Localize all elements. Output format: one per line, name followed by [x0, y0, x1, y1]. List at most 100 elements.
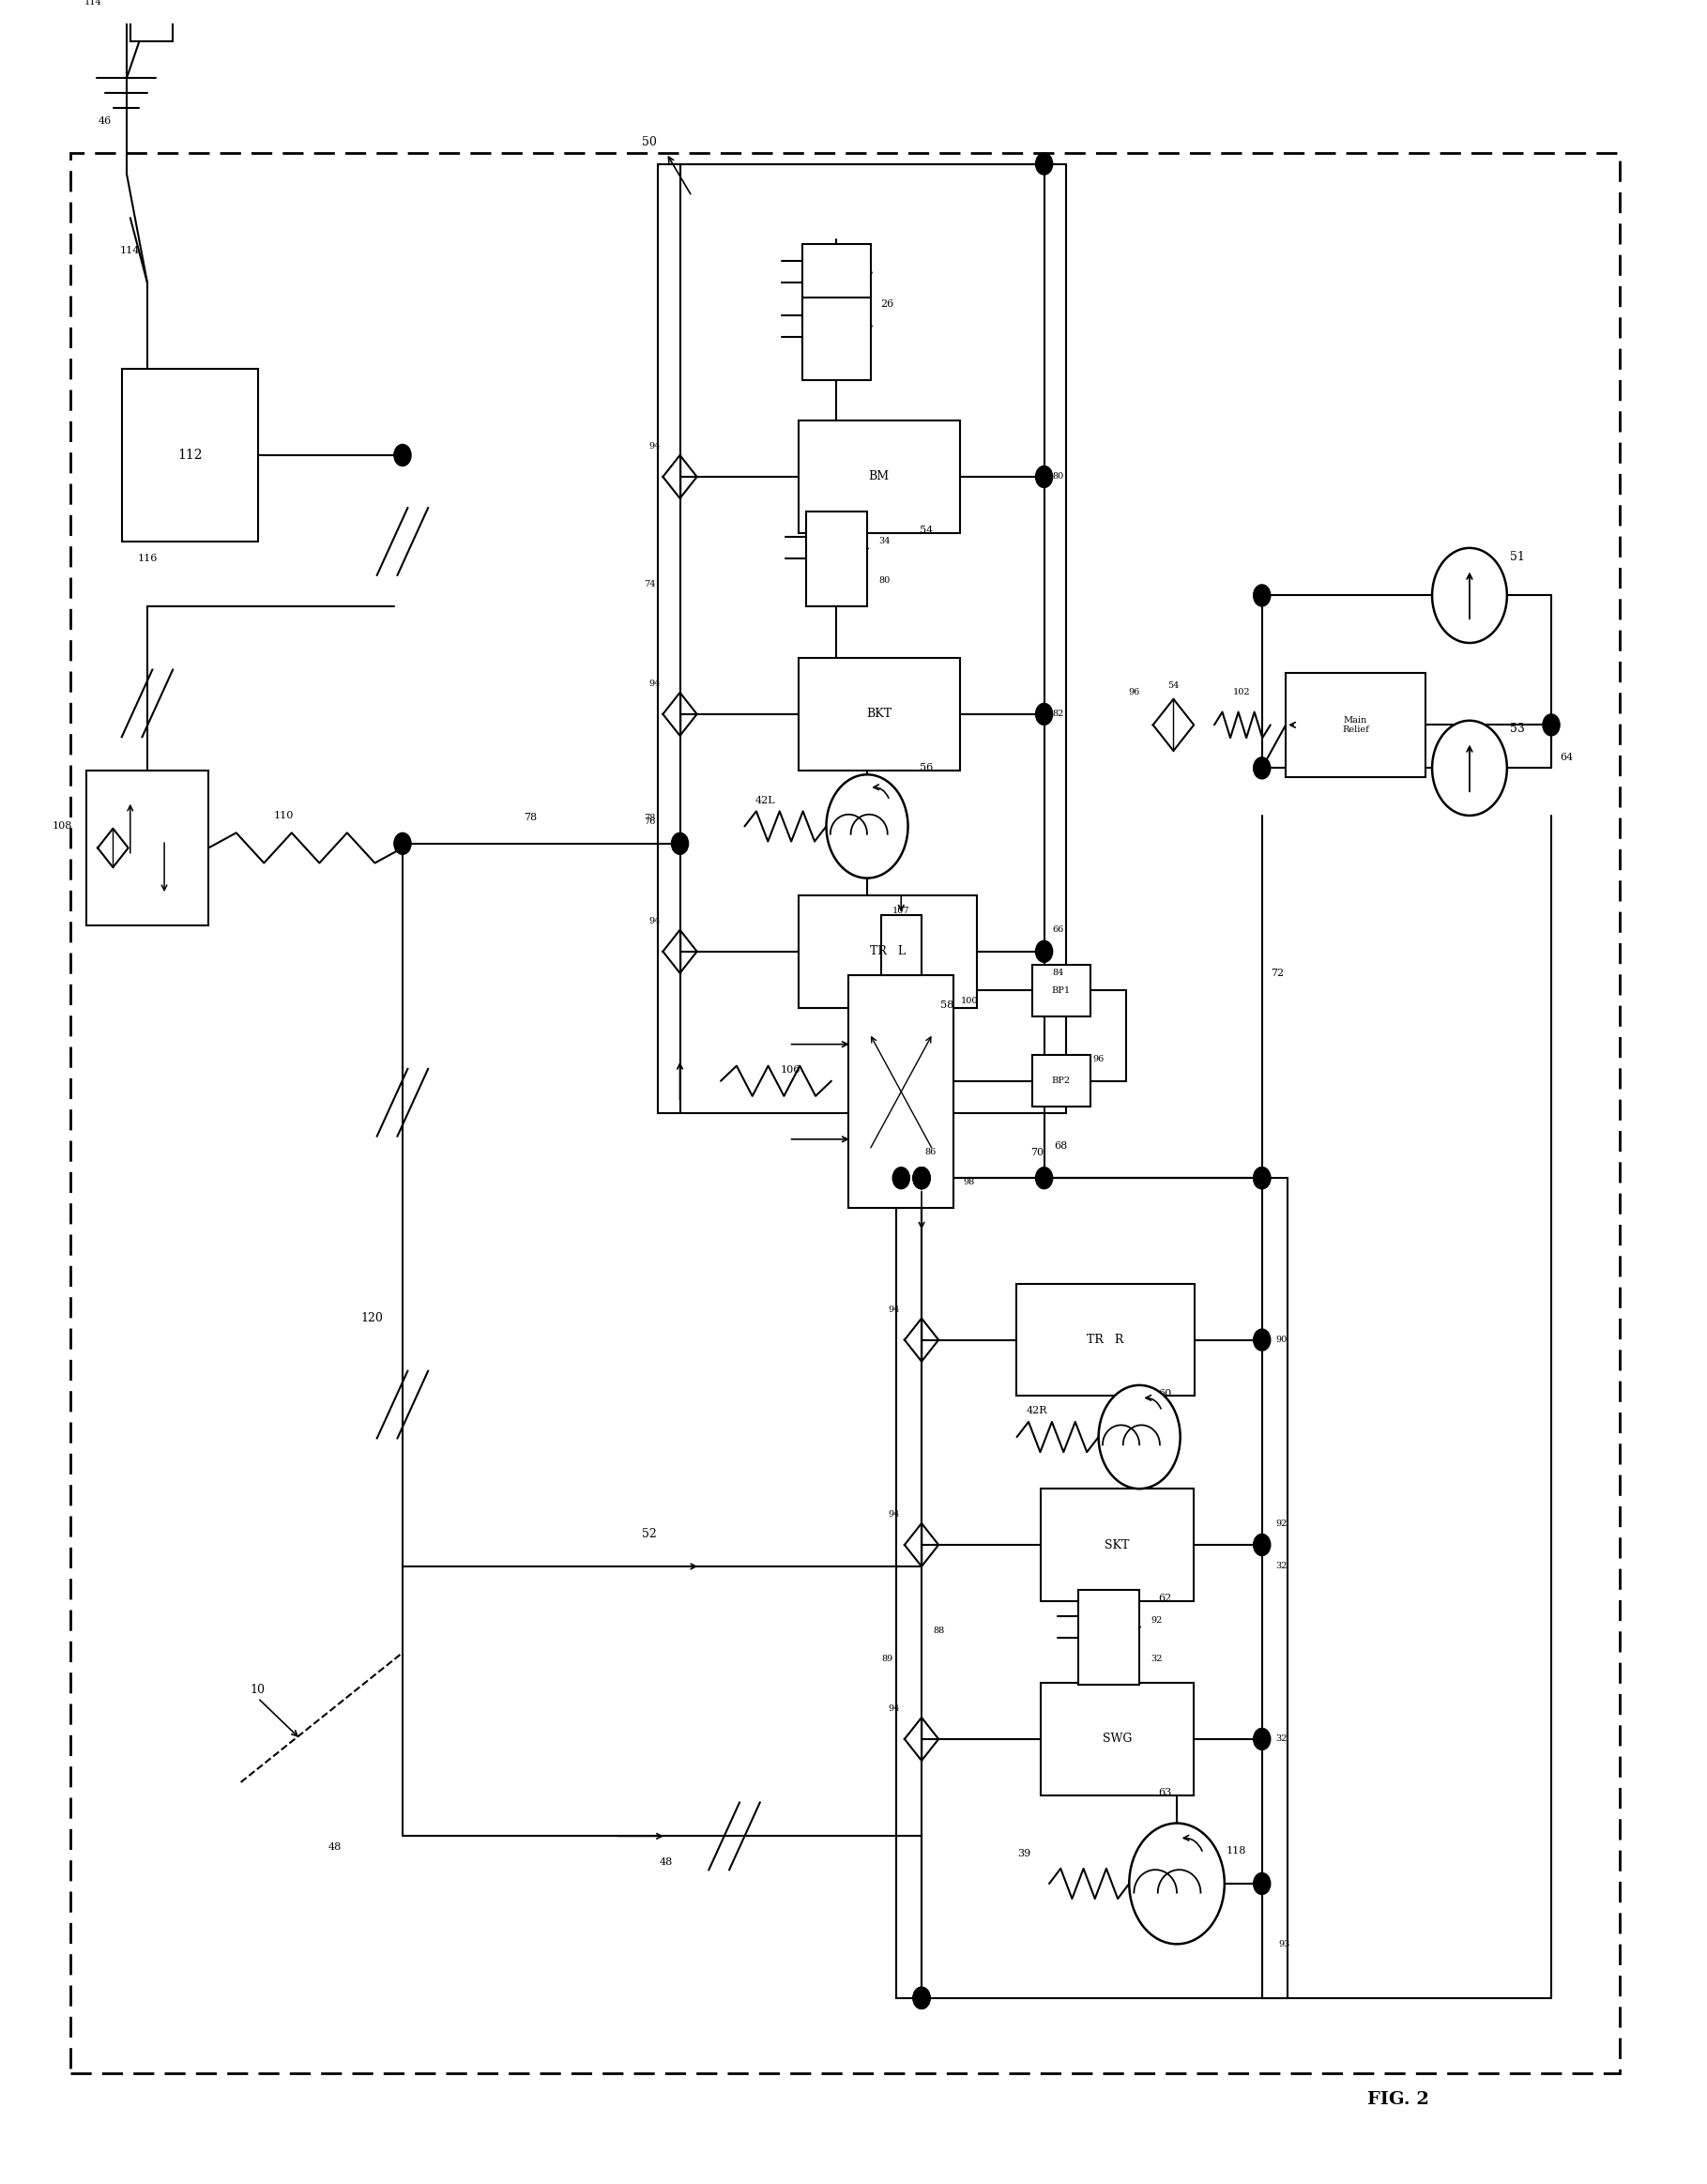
Text: 48: 48 — [328, 1843, 341, 1852]
Circle shape — [671, 832, 688, 854]
Text: 63: 63 — [1159, 1789, 1171, 1797]
Circle shape — [394, 832, 411, 854]
Circle shape — [1036, 153, 1053, 175]
Bar — [1285, 673, 1425, 778]
Text: 86: 86 — [923, 1149, 935, 1155]
Bar — [806, 511, 867, 607]
Circle shape — [1543, 714, 1560, 736]
Circle shape — [1432, 548, 1507, 642]
Text: 93: 93 — [1279, 1939, 1290, 1948]
Text: 53: 53 — [1509, 723, 1524, 736]
Text: SKT: SKT — [1104, 1540, 1130, 1551]
Text: 114: 114 — [119, 245, 140, 256]
Text: TR   R: TR R — [1087, 1334, 1123, 1345]
Text: 82: 82 — [1053, 710, 1063, 719]
Bar — [896, 1177, 1287, 1998]
Bar — [1041, 1489, 1193, 1601]
Text: 88: 88 — [932, 1627, 944, 1636]
Circle shape — [1099, 1385, 1180, 1489]
Text: BM: BM — [869, 472, 889, 483]
Circle shape — [1130, 1824, 1224, 1944]
Bar — [121, 369, 258, 542]
Text: 42R: 42R — [1026, 1406, 1048, 1415]
Text: 34: 34 — [879, 537, 889, 546]
Text: 78: 78 — [524, 812, 536, 823]
Text: 76: 76 — [644, 817, 655, 826]
Text: 70: 70 — [1031, 1147, 1045, 1158]
Circle shape — [1253, 1728, 1270, 1749]
Text: 94: 94 — [889, 1706, 900, 1712]
Text: 116: 116 — [137, 555, 157, 563]
Text: 26: 26 — [881, 299, 894, 308]
Text: 114: 114 — [84, 0, 102, 7]
Bar — [881, 915, 922, 976]
Text: SWG: SWG — [1103, 1732, 1132, 1745]
Text: 51: 51 — [1509, 550, 1524, 563]
Circle shape — [1253, 1533, 1270, 1555]
Bar — [1033, 1055, 1091, 1107]
Text: FIG. 2: FIG. 2 — [1367, 2090, 1429, 2108]
Bar — [848, 976, 954, 1208]
Text: 48: 48 — [659, 1856, 673, 1867]
Circle shape — [826, 775, 908, 878]
Text: BP1: BP1 — [1052, 987, 1070, 994]
Text: 72: 72 — [1270, 968, 1284, 978]
Text: 107: 107 — [893, 906, 910, 915]
Text: 42L: 42L — [754, 795, 775, 806]
Bar — [1041, 1684, 1193, 1795]
Text: 66: 66 — [1053, 926, 1063, 935]
Circle shape — [893, 1166, 910, 1188]
Circle shape — [1036, 465, 1053, 487]
Text: 32: 32 — [1275, 1562, 1287, 1570]
Text: 54: 54 — [1168, 681, 1180, 690]
Text: Main
Relief: Main Relief — [1342, 716, 1369, 734]
Text: 32: 32 — [1151, 1655, 1162, 1664]
Text: 50: 50 — [642, 135, 657, 149]
Text: 64: 64 — [1560, 753, 1574, 762]
Bar — [70, 153, 1620, 2073]
Text: 108: 108 — [53, 821, 72, 832]
Circle shape — [913, 1166, 930, 1188]
Text: 89: 89 — [883, 1655, 893, 1664]
Circle shape — [1036, 941, 1053, 963]
Circle shape — [1253, 585, 1270, 607]
Text: 52: 52 — [642, 1529, 657, 1540]
Bar — [799, 657, 959, 771]
Circle shape — [1253, 1166, 1270, 1188]
Text: 98: 98 — [963, 1177, 975, 1186]
Circle shape — [1036, 1166, 1053, 1188]
Text: 58: 58 — [941, 1000, 954, 1011]
Text: BP2: BP2 — [1052, 1077, 1070, 1085]
Text: 94: 94 — [649, 443, 661, 450]
Text: 96: 96 — [1092, 1055, 1104, 1064]
Text: 80: 80 — [1053, 472, 1063, 480]
Circle shape — [1253, 1166, 1270, 1188]
Text: 94: 94 — [889, 1306, 900, 1315]
Text: 10: 10 — [251, 1684, 265, 1695]
Text: 80: 80 — [879, 577, 889, 585]
Text: 90: 90 — [1275, 1337, 1287, 1343]
Bar — [799, 422, 959, 533]
Circle shape — [1036, 703, 1053, 725]
Text: 120: 120 — [360, 1313, 382, 1324]
Text: 62: 62 — [1159, 1594, 1171, 1603]
Text: 54: 54 — [920, 526, 934, 535]
Bar — [799, 895, 976, 1007]
Bar — [802, 297, 871, 380]
Text: TR   L: TR L — [869, 946, 905, 957]
Circle shape — [913, 1987, 930, 2009]
Text: 94: 94 — [649, 917, 661, 926]
Text: BKT: BKT — [865, 708, 891, 721]
Bar — [1016, 1284, 1195, 1396]
Bar — [85, 771, 208, 926]
Text: 94: 94 — [889, 1511, 900, 1518]
Bar — [1079, 1590, 1139, 1686]
Text: 56: 56 — [920, 764, 934, 773]
Text: 94: 94 — [649, 679, 661, 688]
Bar — [130, 2, 172, 41]
Text: 68: 68 — [1055, 1140, 1067, 1151]
Text: 92: 92 — [1275, 1520, 1287, 1527]
Bar — [802, 245, 871, 325]
Circle shape — [1253, 1874, 1270, 1894]
Text: 96: 96 — [1128, 688, 1140, 697]
